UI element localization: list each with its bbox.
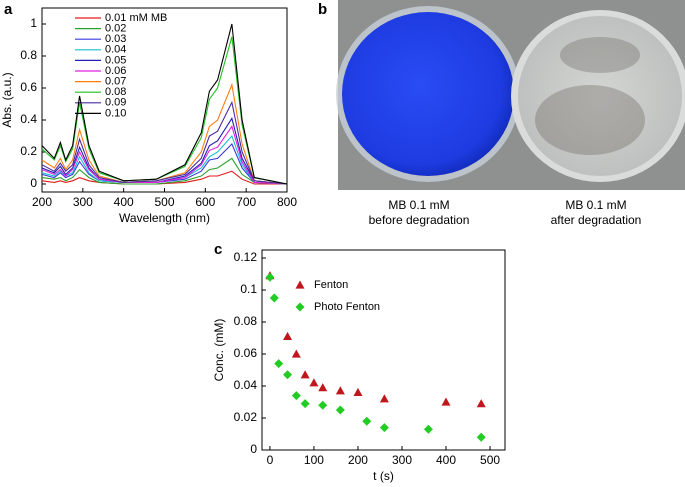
x-tick-label: 200 xyxy=(32,195,52,209)
spectrum-line xyxy=(41,36,288,185)
point xyxy=(283,370,293,380)
point xyxy=(476,399,486,408)
point xyxy=(379,394,389,403)
y-tick-label: 0.4 xyxy=(20,112,37,126)
x-tick-label: 800 xyxy=(277,195,297,209)
x-axis-label: Wavelength (nm) xyxy=(119,211,210,225)
spectrum-line xyxy=(41,157,288,185)
x-tick-label: 500 xyxy=(154,195,174,209)
point xyxy=(300,370,310,379)
y-tick-label: 0.8 xyxy=(20,48,37,62)
x-tick-label: 400 xyxy=(436,453,456,467)
panel-label: c xyxy=(214,241,222,258)
legend-label: 0.02 xyxy=(105,23,126,35)
legend-label: 0.07 xyxy=(105,76,126,88)
point xyxy=(318,383,328,392)
legend-label: 0.09 xyxy=(105,97,126,109)
y-axis-label: Abs. (a.u.) xyxy=(0,72,14,127)
x-tick-label: 300 xyxy=(392,453,412,467)
x-tick-label: 600 xyxy=(195,195,215,209)
y-tick-label: 0.06 xyxy=(234,346,258,360)
x-tick-label: 300 xyxy=(73,195,93,209)
photo-caption: before degradation xyxy=(369,213,470,227)
photo-caption: after degradation xyxy=(551,213,642,227)
y-tick-label: 0.12 xyxy=(234,250,258,264)
x-tick-label: 100 xyxy=(304,453,324,467)
photo xyxy=(336,0,685,190)
spectrum-line xyxy=(41,23,288,185)
x-tick-label: 400 xyxy=(114,195,134,209)
legend-label: 0.05 xyxy=(105,54,126,66)
x-tick-label: 200 xyxy=(348,453,368,467)
y-tick-label: 0 xyxy=(250,442,257,456)
point xyxy=(353,387,363,396)
legend-label: Photo Fenton xyxy=(314,301,380,313)
point xyxy=(335,386,345,395)
y-tick-label: 0.04 xyxy=(234,378,258,392)
point xyxy=(300,399,310,409)
point xyxy=(265,272,275,282)
legend-label: 0.10 xyxy=(105,107,126,119)
y-tick-label: 0.08 xyxy=(234,314,258,328)
x-axis-label: t (s) xyxy=(373,469,394,483)
point xyxy=(423,424,433,434)
spectrum-line xyxy=(41,100,288,185)
point xyxy=(283,331,293,340)
panel-label: a xyxy=(4,1,13,18)
point xyxy=(291,391,301,401)
legend-label: 0.08 xyxy=(105,86,126,98)
panel-label: b xyxy=(318,1,327,18)
y-tick-label: 0.6 xyxy=(20,80,37,94)
photo-caption: MB 0.1 mM xyxy=(388,198,449,212)
legend-label: 0.04 xyxy=(105,44,126,56)
legend-marker xyxy=(295,280,305,289)
photo-caption: MB 0.1 mM xyxy=(565,198,626,212)
legend-label: 0.03 xyxy=(105,33,126,45)
y-axis-label: Conc. (mM) xyxy=(212,319,226,382)
point xyxy=(274,359,284,369)
legend-marker xyxy=(295,302,305,312)
x-tick-label: 700 xyxy=(236,195,256,209)
x-tick-label: 0 xyxy=(267,453,274,467)
legend-label: 0.01 mM MB xyxy=(105,12,167,24)
point xyxy=(379,423,389,433)
y-tick-label: 0.02 xyxy=(234,410,258,424)
x-tick-label: 500 xyxy=(480,453,500,467)
point xyxy=(309,378,319,387)
y-tick-label: 0.1 xyxy=(240,282,257,296)
point xyxy=(291,349,301,358)
point xyxy=(269,293,279,303)
legend-label: Fenton xyxy=(314,279,348,291)
y-tick-label: 1 xyxy=(30,16,37,30)
point xyxy=(362,416,372,426)
point xyxy=(476,432,486,442)
spectrum-line xyxy=(41,125,288,185)
y-tick-label: 0.2 xyxy=(20,144,37,158)
legend-label: 0.06 xyxy=(105,65,126,77)
point xyxy=(335,405,345,415)
plot-frame xyxy=(261,249,506,451)
point xyxy=(318,400,328,410)
point xyxy=(441,397,451,406)
y-tick-label: 0 xyxy=(30,176,37,190)
spectrum-line xyxy=(41,117,288,185)
